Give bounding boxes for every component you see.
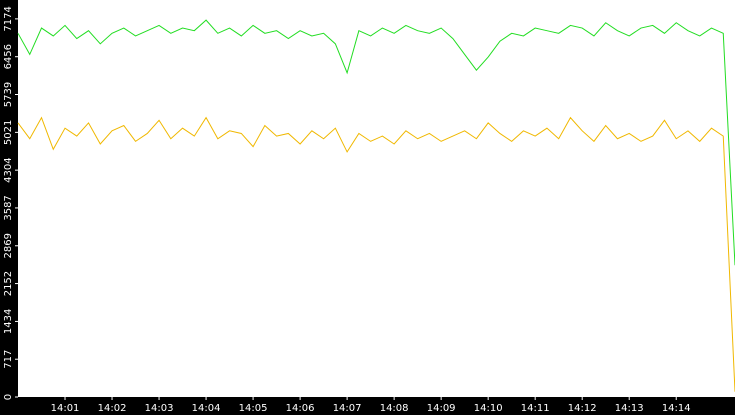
y-tick-label: 5739 [3,82,14,107]
x-tick-label: 14:07 [333,403,362,414]
plot-area [18,0,735,397]
x-tick-label: 14:12 [568,403,597,414]
y-tick-label: 1434 [3,309,14,334]
y-tick-label: 4304 [3,157,14,182]
x-tick-label: 14:10 [474,403,503,414]
series-line [17,19,735,266]
y-tick-label: 6456 [3,44,14,69]
x-tick-label: 14:13 [615,403,644,414]
y-tick-label: 2152 [3,271,14,296]
x-tick-label: 14:01 [51,403,80,414]
y-tick-label: 3587 [3,195,14,220]
x-tick-label: 14:02 [98,403,127,414]
y-tick-label: 717 [3,350,14,369]
x-tick-label: 14:11 [521,403,550,414]
y-tick-label: 5021 [3,120,14,145]
y-tick-label: 0 [3,394,14,400]
y-tick-label: 2869 [3,233,14,258]
x-tick-label: 14:03 [145,403,174,414]
series-line [17,116,735,392]
x-tick-label: 14:14 [662,403,691,414]
x-tick-label: 14:05 [239,403,268,414]
y-tick-label: 7174 [3,6,14,31]
x-tick-label: 14:08 [380,403,409,414]
x-tick-label: 14:06 [286,403,315,414]
x-tick-label: 14:04 [192,403,221,414]
x-tick-label: 14:09 [427,403,456,414]
